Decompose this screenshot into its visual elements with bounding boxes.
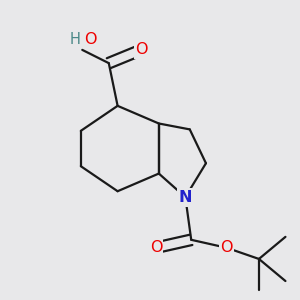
Text: N: N [178,190,192,205]
Text: O: O [84,32,96,47]
Text: O: O [150,240,162,255]
Text: O: O [220,240,233,255]
Text: O: O [135,42,147,57]
Text: H: H [70,32,81,47]
